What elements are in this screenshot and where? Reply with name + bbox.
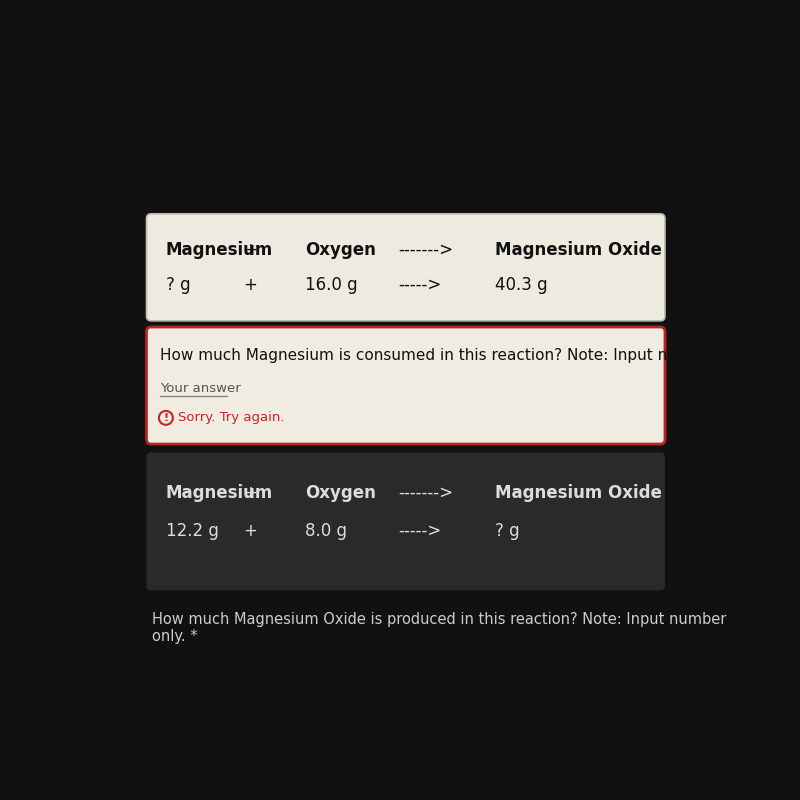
Text: Oxygen: Oxygen — [306, 483, 376, 502]
Text: ----->: -----> — [398, 522, 442, 540]
FancyBboxPatch shape — [146, 453, 665, 590]
Text: Magnesium Oxide: Magnesium Oxide — [495, 483, 662, 502]
Text: ? g: ? g — [495, 522, 520, 540]
Text: Magnesium: Magnesium — [166, 483, 273, 502]
Text: +: + — [243, 276, 258, 294]
Text: !: ! — [163, 413, 169, 423]
FancyBboxPatch shape — [146, 214, 665, 321]
Text: How much Magnesium is consumed in this reaction? Note: Input number only. *: How much Magnesium is consumed in this r… — [160, 348, 770, 362]
Text: How much Magnesium Oxide is produced in this reaction? Note: Input number: How much Magnesium Oxide is produced in … — [152, 612, 726, 627]
Text: 40.3 g: 40.3 g — [495, 276, 548, 294]
Text: ------->: -------> — [398, 483, 454, 502]
Text: only. *: only. * — [152, 629, 198, 644]
Text: +: + — [243, 522, 258, 540]
Text: ----->: -----> — [398, 276, 442, 294]
Text: Magnesium Oxide: Magnesium Oxide — [495, 241, 662, 259]
Text: 8.0 g: 8.0 g — [306, 522, 347, 540]
Text: Oxygen: Oxygen — [306, 241, 376, 259]
Text: ------->: -------> — [398, 241, 454, 259]
Text: ? g: ? g — [166, 276, 190, 294]
Text: Magnesium: Magnesium — [166, 241, 273, 259]
Text: Sorry. Try again.: Sorry. Try again. — [178, 411, 284, 424]
Text: Your answer: Your answer — [160, 382, 241, 395]
FancyBboxPatch shape — [146, 327, 665, 444]
Text: +: + — [243, 241, 258, 259]
Text: 12.2 g: 12.2 g — [166, 522, 218, 540]
Text: +: + — [243, 483, 258, 502]
Text: 16.0 g: 16.0 g — [306, 276, 358, 294]
